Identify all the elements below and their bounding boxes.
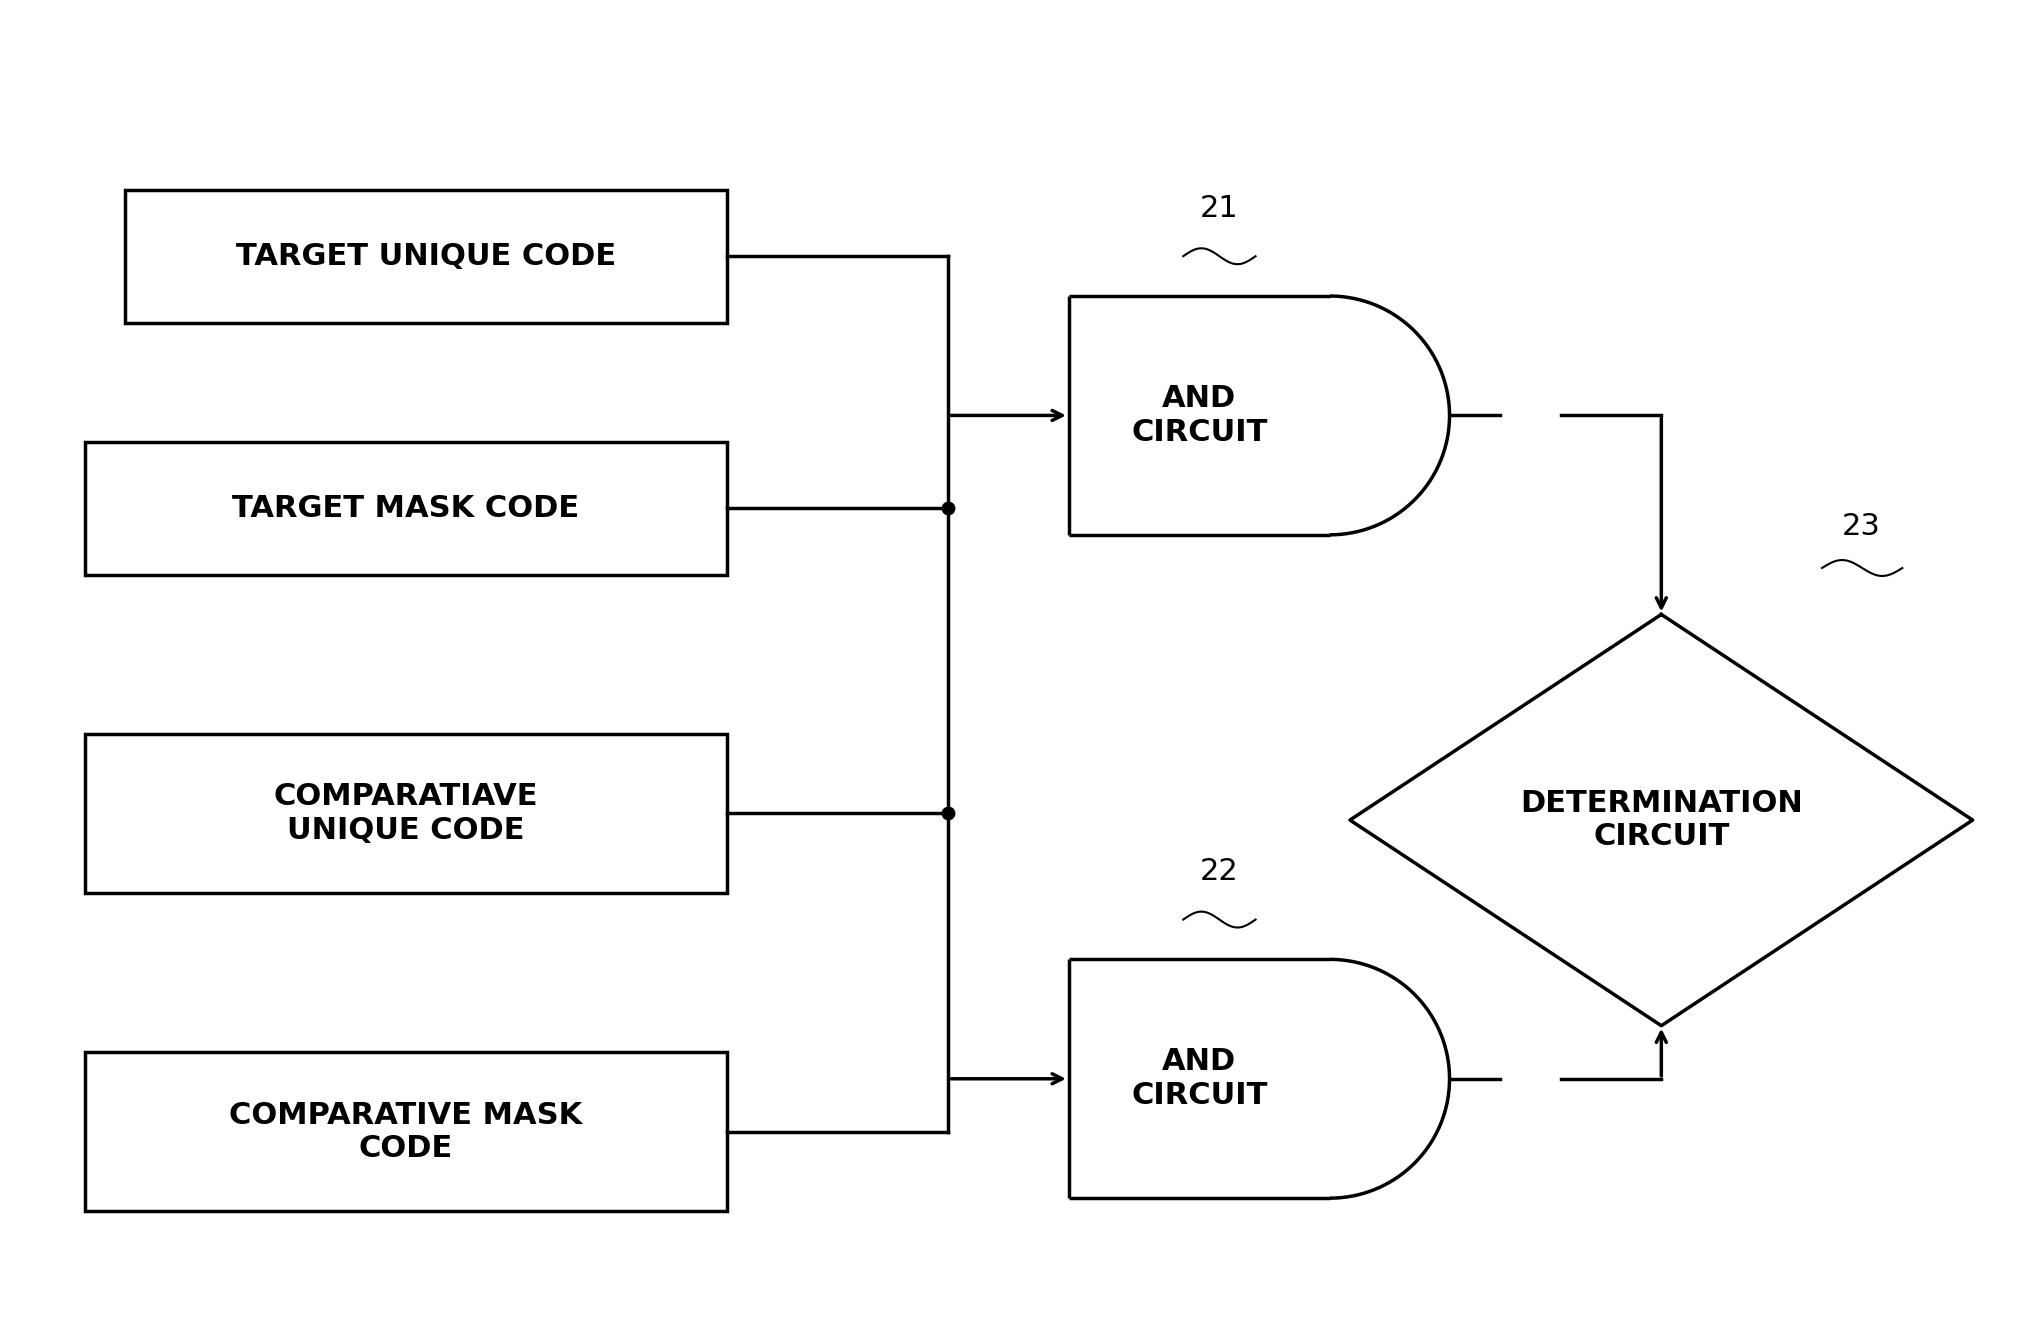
Bar <box>85 734 728 893</box>
Text: AND
CIRCUIT: AND CIRCUIT <box>1132 384 1267 447</box>
Text: COMPARATIVE MASK
CODE: COMPARATIVE MASK CODE <box>230 1100 583 1163</box>
Text: TARGET UNIQUE CODE: TARGET UNIQUE CODE <box>236 242 615 271</box>
Text: DETERMINATION
CIRCUIT: DETERMINATION CIRCUIT <box>1521 789 1803 852</box>
Text: AND
CIRCUIT: AND CIRCUIT <box>1132 1048 1267 1111</box>
Text: 23: 23 <box>1842 513 1882 542</box>
Bar <box>85 442 728 574</box>
Bar <box>125 190 728 323</box>
Text: 21: 21 <box>1200 194 1238 223</box>
Bar <box>85 1052 728 1211</box>
Text: TARGET MASK CODE: TARGET MASK CODE <box>232 494 579 523</box>
Text: COMPARATIAVE
UNIQUE CODE: COMPARATIAVE UNIQUE CODE <box>274 782 539 845</box>
Text: 22: 22 <box>1200 857 1238 886</box>
